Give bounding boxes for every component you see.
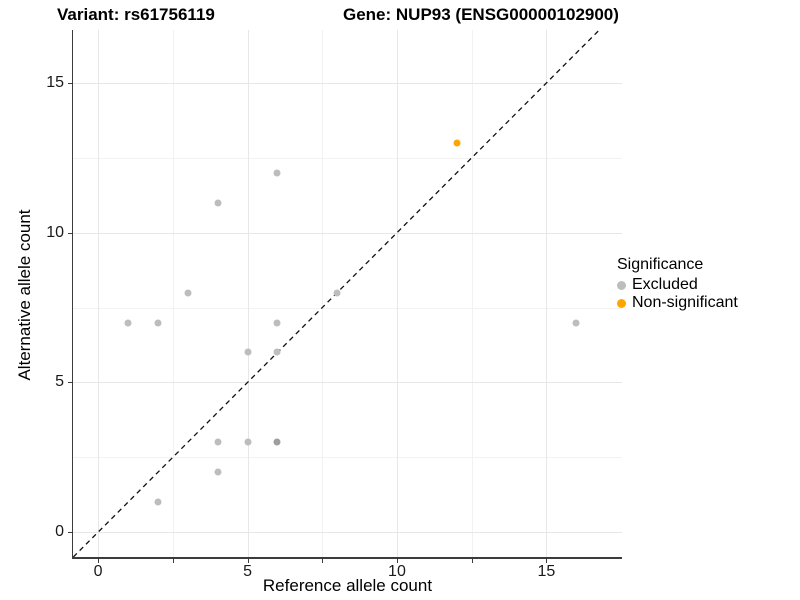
plot-panel	[72, 29, 622, 558]
data-point-excluded	[273, 169, 281, 177]
data-point-excluded	[333, 289, 341, 297]
x-tick-mark	[546, 558, 548, 563]
legend-title: Significance	[617, 256, 704, 273]
legend-item-label: Excluded	[632, 276, 698, 293]
gridline-y-major	[73, 382, 622, 384]
x-tick-mark	[98, 558, 100, 563]
gridline-x-major	[98, 30, 100, 557]
gridline-y-major	[73, 82, 622, 84]
y-tick-mark	[67, 232, 72, 234]
y-axis-line	[71, 30, 73, 559]
gridline-x-major	[546, 30, 548, 557]
y-tick-label: 10	[46, 223, 64, 241]
y-tick-label: 5	[55, 373, 64, 391]
y-axis-title: Alternative allele count	[15, 209, 34, 381]
x-tick-label: 15	[537, 563, 556, 580]
x-tick-mark	[247, 558, 249, 563]
gridline-x-minor	[322, 30, 324, 557]
x-axis-title: Reference allele count	[262, 576, 433, 595]
gridline-x-major	[396, 30, 398, 557]
gridline-x-minor	[172, 30, 174, 557]
legend-swatch-icon	[617, 280, 626, 290]
gridline-y-major	[73, 232, 622, 234]
data-point-excluded	[273, 348, 281, 356]
legend-swatch-icon	[617, 298, 626, 308]
x-tick-label: 5	[243, 563, 252, 580]
legend-item-non-significant: Non-significant	[617, 294, 738, 312]
data-point-excluded	[214, 199, 222, 207]
x-tick-mark	[396, 558, 398, 563]
variant-title: Variant: rs61756119	[57, 5, 215, 24]
gridline-x-minor	[471, 30, 473, 557]
gridline-x-major	[247, 30, 249, 557]
data-point-excluded	[154, 498, 162, 506]
data-point-excluded	[154, 319, 162, 327]
y-tick-label: 15	[46, 73, 64, 91]
data-point-excluded	[214, 438, 222, 446]
data-point-excluded	[273, 438, 281, 446]
x-tick-label: 10	[388, 563, 406, 580]
gene-title: Gene: NUP93 (ENSG00000102900)	[343, 5, 619, 24]
legend-items: Excluded Non-significant	[617, 276, 738, 312]
data-point-excluded	[244, 348, 252, 356]
data-point-excluded	[184, 289, 192, 297]
gridline-y-major	[73, 532, 622, 534]
data-point-excluded	[244, 438, 252, 446]
data-point-excluded	[572, 319, 580, 327]
y-tick-mark	[67, 382, 72, 384]
gridline-y-minor	[73, 307, 622, 309]
identity-line-layer	[72, 29, 600, 558]
data-point-excluded	[214, 468, 222, 476]
x-axis-line	[71, 557, 622, 559]
y-tick-mark	[67, 82, 72, 84]
data-point-non-significant	[453, 139, 461, 147]
y-tick-label: 0	[55, 523, 64, 541]
legend-item-excluded: Excluded	[617, 276, 738, 294]
gridline-y-minor	[73, 457, 622, 459]
legend: Significance Excluded Non-significant	[617, 256, 738, 312]
x-tick-mark	[471, 558, 473, 563]
x-tick-label: 0	[93, 563, 103, 580]
legend-item-label: Non-significant	[632, 294, 738, 311]
data-point-excluded	[124, 319, 132, 327]
y-tick-mark	[67, 532, 72, 534]
x-tick-mark	[322, 558, 324, 563]
gridline-y-minor	[73, 157, 622, 159]
x-tick-mark	[172, 558, 174, 563]
data-point-excluded	[273, 319, 281, 327]
